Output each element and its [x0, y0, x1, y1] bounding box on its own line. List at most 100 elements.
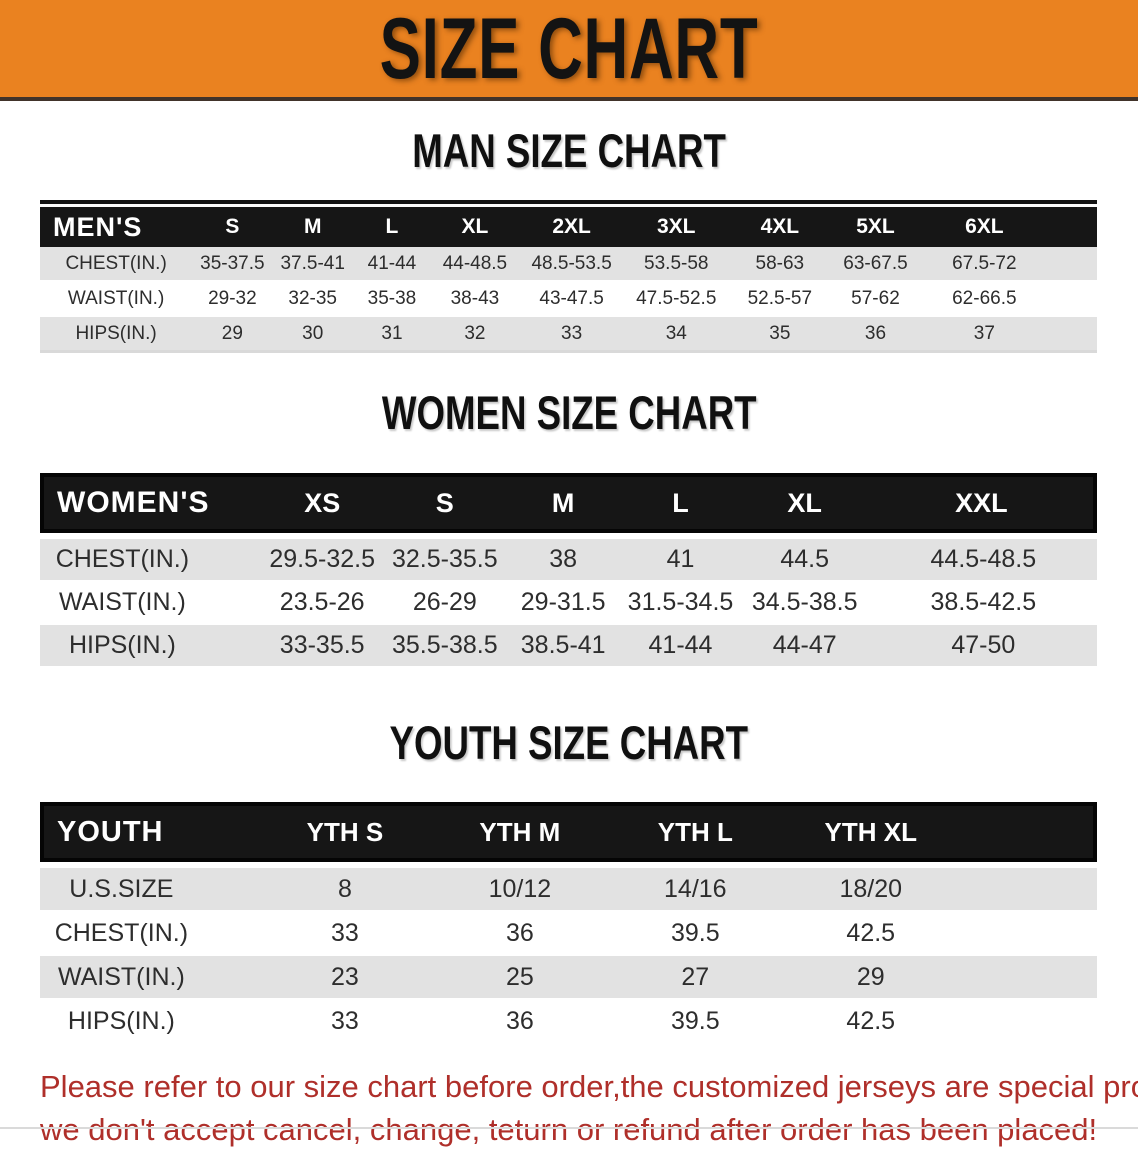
measurement-row: HIPS(IN.) 33 36 39.5 42.5	[40, 1000, 1097, 1044]
size-value-cell: 31.5-34.5	[621, 582, 740, 625]
size-header-row: YOUTH YTH S YTH M YTH L YTH XL	[40, 802, 1097, 862]
size-value-cell: 29	[192, 317, 273, 353]
size-column-header: S	[192, 204, 273, 247]
size-value-cell: 29	[783, 956, 959, 1000]
size-value-cell: 35-38	[352, 282, 432, 317]
measurement-row: HIPS(IN.) 33-35.5 35.5-38.5 38.5-41 41-44 44-…	[40, 625, 1097, 668]
womens-size-table: WOMEN'S XS S M L XL XXL CHEST(IN.) 29.5-32.5 32.5…	[40, 473, 1097, 668]
size-value-cell: 37	[919, 317, 1050, 353]
size-column-header: L	[621, 473, 740, 533]
size-column-header: M	[272, 204, 353, 247]
row-label: WAIST(IN.)	[40, 582, 260, 625]
bottom-hairline	[0, 1127, 1138, 1129]
size-value-cell: 30	[272, 317, 353, 353]
row-label: HIPS(IN.)	[40, 625, 260, 668]
size-column-header: S	[384, 473, 506, 533]
size-value-cell: 38.5-42.5	[869, 582, 1097, 625]
women-size-chart-section: WOMEN SIZE CHART WOMEN'S XS S M L XL XXL CHEST(…	[0, 388, 1138, 668]
size-value-cell: 62-66.5	[919, 282, 1050, 317]
size-value-cell: 35	[728, 317, 832, 353]
order-disclaimer: Please refer to our size chart before or…	[40, 1065, 1138, 1151]
size-value-cell: 53.5-58	[624, 247, 729, 282]
size-column-header: 6XL	[919, 204, 1050, 247]
size-column-header: M	[505, 473, 622, 533]
row-label: WAIST(IN.)	[40, 282, 193, 317]
size-column-header: L	[352, 204, 432, 247]
size-column-header: 3XL	[624, 204, 729, 247]
size-value-cell: 34	[624, 317, 729, 353]
measurement-row: CHEST(IN.) 35-37.5 37.5-41 41-44 44-48.5 48.5…	[40, 247, 1097, 282]
size-value-cell: 39.5	[607, 912, 784, 956]
row-label: HIPS(IN.)	[40, 1000, 258, 1044]
spacer-header-cell	[1049, 204, 1097, 247]
size-value-cell: 29-32	[192, 282, 273, 317]
youth-size-chart-heading-text: YOUTH SIZE CHART	[389, 716, 749, 769]
spacer-cell	[1049, 282, 1097, 317]
size-value-cell: 26-29	[384, 582, 506, 625]
size-value-cell: 33-35.5	[259, 625, 385, 668]
size-value-cell: 23.5-26	[259, 582, 385, 625]
size-column-header: 5XL	[831, 204, 920, 247]
size-value-cell: 23	[257, 956, 433, 1000]
size-value-cell: 41-44	[352, 247, 432, 282]
size-value-cell: 38.5-41	[505, 625, 622, 668]
order-disclaimer-line1: Please refer to our size chart before or…	[40, 1069, 1138, 1104]
size-column-header: YTH S	[257, 802, 433, 862]
spacer-cell	[1049, 317, 1097, 353]
size-value-cell: 32.5-35.5	[384, 533, 506, 582]
youth-size-chart-section: YOUTH SIZE CHART YOUTH YTH S YTH M YTH L YTH…	[0, 718, 1138, 1044]
size-column-header: XL	[739, 473, 870, 533]
row-label: U.S.SIZE	[40, 862, 258, 912]
measurement-row: WAIST(IN.) 23.5-26 26-29 29-31.5 31.5-34.5 34…	[40, 582, 1097, 625]
man-size-chart-section: MAN SIZE CHART MEN'S S M L XL 2XL 3XL 4XL 5XL 6XL…	[0, 126, 1138, 353]
size-value-cell: 44-48.5	[431, 247, 519, 282]
size-column-header: YTH L	[607, 802, 784, 862]
spacer-cell	[958, 862, 1097, 912]
youth-size-chart-heading: YOUTH SIZE CHART	[0, 718, 1138, 777]
size-column-header: 4XL	[728, 204, 832, 247]
measurement-row: WAIST(IN.) 23 25 27 29	[40, 956, 1097, 1000]
measurement-row: CHEST(IN.) 29.5-32.5 32.5-35.5 38 41 44.5 44.5…	[40, 533, 1097, 582]
size-chart-banner: SIZE CHART	[0, 0, 1138, 101]
size-value-cell: 34.5-38.5	[739, 582, 870, 625]
order-disclaimer-line2: we don't accept cancel, change, teturn o…	[40, 1112, 1098, 1147]
size-value-cell: 32-35	[272, 282, 353, 317]
size-value-cell: 31	[352, 317, 432, 353]
size-value-cell: 44.5	[739, 533, 870, 582]
size-value-cell: 33	[257, 912, 433, 956]
size-column-header: XS	[259, 473, 385, 533]
size-header-row: WOMEN'S XS S M L XL XXL	[40, 473, 1097, 533]
row-label: CHEST(IN.)	[40, 247, 193, 282]
size-column-header: YTH XL	[783, 802, 959, 862]
size-chart-banner-title: SIZE CHART	[379, 0, 759, 97]
size-value-cell: 52.5-57	[728, 282, 832, 317]
size-value-cell: 33	[518, 317, 625, 353]
size-value-cell: 48.5-53.5	[518, 247, 625, 282]
size-value-cell: 36	[432, 912, 608, 956]
size-value-cell: 41	[621, 533, 740, 582]
spacer-cell	[1049, 247, 1097, 282]
size-value-cell: 32	[431, 317, 519, 353]
size-value-cell: 36	[831, 317, 920, 353]
mens-size-table: MEN'S S M L XL 2XL 3XL 4XL 5XL 6XL CHEST(IN.) 35-37…	[40, 200, 1097, 353]
size-value-cell: 47-50	[869, 625, 1097, 668]
size-value-cell: 36	[432, 1000, 608, 1044]
size-value-cell: 57-62	[831, 282, 920, 317]
spacer-cell	[958, 912, 1097, 956]
size-value-cell: 29-31.5	[505, 582, 622, 625]
size-value-cell: 37.5-41	[272, 247, 353, 282]
size-column-header: YTH M	[432, 802, 608, 862]
size-value-cell: 41-44	[621, 625, 740, 668]
youth-size-table: YOUTH YTH S YTH M YTH L YTH XL U.S.SIZE 8 10/12…	[40, 802, 1097, 1044]
row-label: WAIST(IN.)	[40, 956, 258, 1000]
size-column-header: XXL	[869, 473, 1097, 533]
row-label: CHEST(IN.)	[40, 533, 260, 582]
size-value-cell: 29.5-32.5	[259, 533, 385, 582]
size-column-header: 2XL	[518, 204, 625, 247]
man-size-chart-heading-text: MAN SIZE CHART	[412, 124, 726, 177]
size-value-cell: 44-47	[739, 625, 870, 668]
size-column-header: XL	[431, 204, 519, 247]
size-value-cell: 58-63	[728, 247, 832, 282]
size-value-cell: 42.5	[783, 912, 959, 956]
measurement-row: U.S.SIZE 8 10/12 14/16 18/20	[40, 862, 1097, 912]
